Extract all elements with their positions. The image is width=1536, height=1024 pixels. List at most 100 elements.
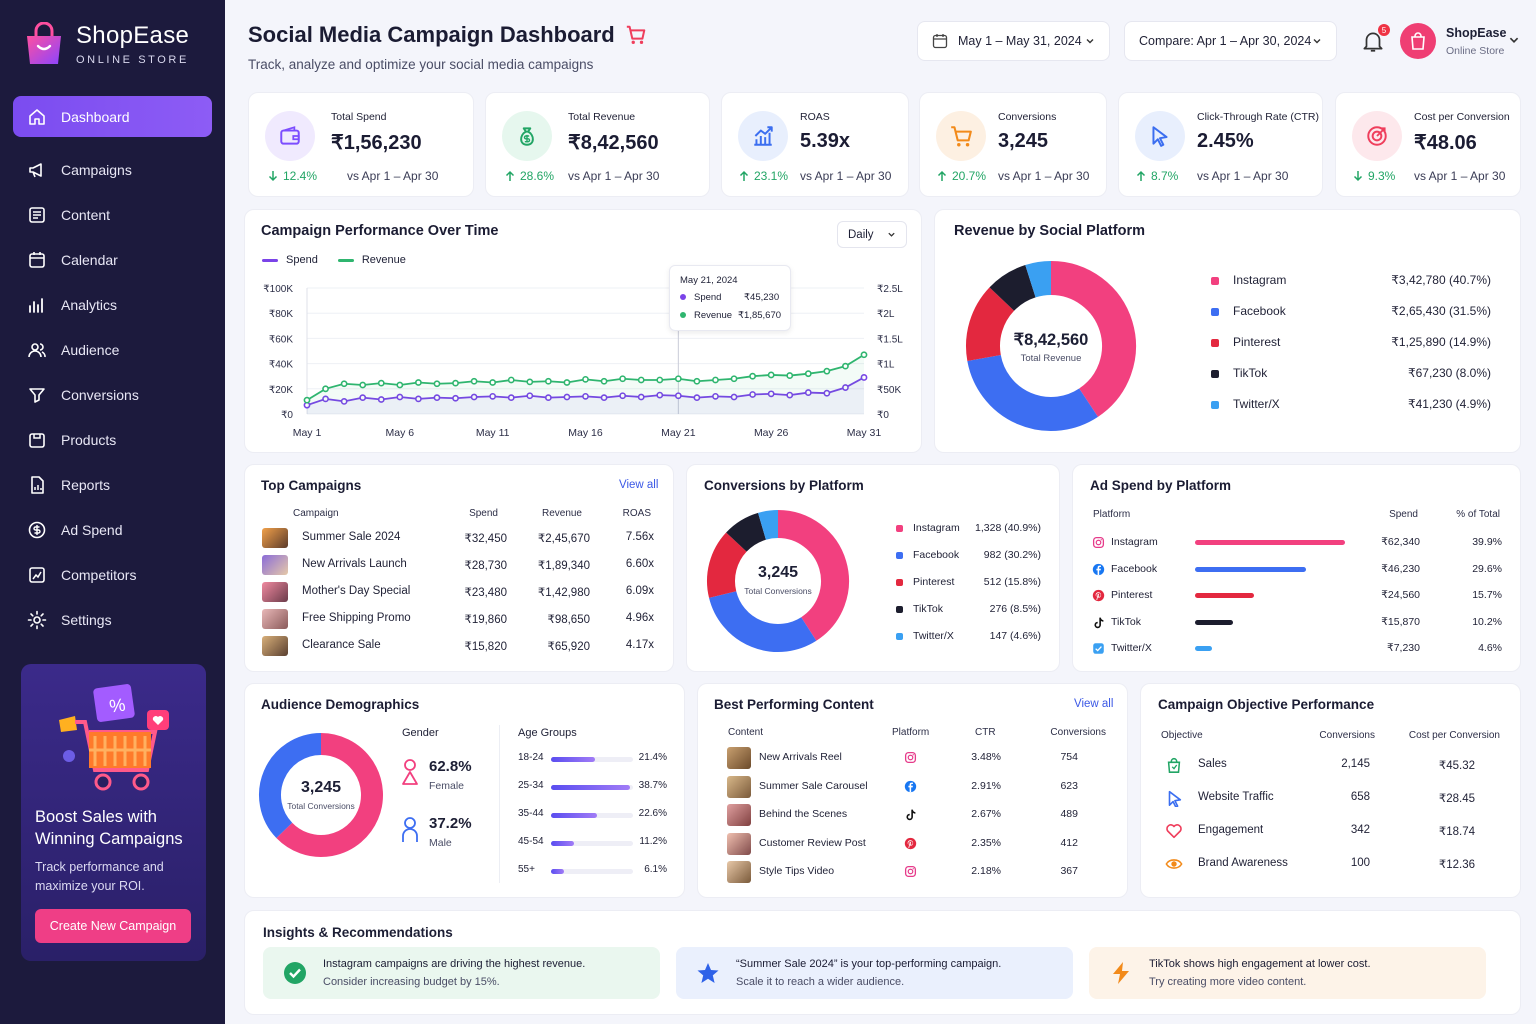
table-row[interactable]: Facebook ₹46,230 29.6% [1073, 561, 1522, 581]
revenue-slice-pinterest[interactable] [966, 287, 1015, 361]
conversions-slice-pinterest[interactable] [707, 532, 748, 598]
gender-slice-female[interactable] [276, 733, 383, 857]
date-range-picker[interactable]: May 1 – May 31, 2024 [917, 21, 1110, 61]
spend-point[interactable] [526, 392, 534, 400]
revenue-point[interactable] [804, 370, 812, 378]
revenue-point[interactable] [433, 380, 441, 388]
revenue-point[interactable] [712, 376, 719, 384]
table-row[interactable]: Mother's Day Special ₹23,480 ₹1,42,980 6.09… [245, 581, 675, 605]
kpi-card-total-revenue[interactable]: Total Revenue ₹8,42,560 28.6% vs Apr 1 – Ap… [485, 92, 710, 197]
revenue-point[interactable] [507, 376, 515, 384]
revenue-point[interactable] [322, 385, 329, 393]
spend-point[interactable] [452, 394, 459, 402]
spend-point[interactable] [377, 396, 385, 403]
revenue-slice-facebook[interactable] [967, 354, 1098, 431]
table-row[interactable]: Brand Awareness 100 ₹12.36 [1141, 853, 1522, 877]
revenue-point[interactable] [452, 379, 459, 387]
sidebar-item-conversions[interactable]: Conversions [13, 374, 212, 415]
spend-point[interactable] [544, 394, 552, 402]
revenue-point[interactable] [637, 376, 645, 384]
gender-donut-chart[interactable] [258, 732, 384, 858]
spend-point[interactable] [489, 392, 497, 400]
table-row[interactable]: Instagram ₹62,340 39.9% [1073, 534, 1522, 554]
spend-point[interactable] [600, 394, 608, 402]
spend-point[interactable] [693, 394, 701, 402]
spend-point[interactable] [860, 374, 868, 381]
avatar[interactable] [1400, 23, 1436, 59]
spend-point[interactable] [712, 392, 719, 400]
spend-point[interactable] [507, 394, 515, 402]
brand-logo[interactable]: ShopEase ONLINE STORE [24, 22, 189, 66]
sidebar-item-calendar[interactable]: Calendar [13, 239, 212, 280]
gender-slice-male[interactable] [259, 733, 322, 838]
revenue-slice-instagram[interactable] [1050, 261, 1136, 417]
create-campaign-button[interactable]: Create New Campaign [35, 909, 191, 943]
table-row[interactable]: Twitter/X ₹7,230 4.6% [1073, 640, 1522, 660]
table-row[interactable]: Pinterest ₹24,560 15.7% [1073, 587, 1522, 607]
table-row[interactable]: Summer Sale 2024 ₹32,450 ₹2,45,670 7.56x [245, 527, 675, 551]
top-campaigns-view-all[interactable]: View all [619, 479, 659, 491]
conversions-slice-tiktok[interactable] [726, 512, 767, 553]
spend-point[interactable] [340, 397, 348, 405]
table-row[interactable]: Engagement 342 ₹18.74 [1141, 820, 1522, 844]
spend-point[interactable] [637, 393, 645, 401]
revenue-point[interactable] [860, 351, 868, 359]
spend-point[interactable] [749, 391, 756, 398]
table-row[interactable]: Behind the Scenes 2.67% 489 [698, 803, 1129, 827]
revenue-point[interactable] [414, 379, 422, 386]
best-content-view-all[interactable]: View all [1074, 698, 1114, 710]
kpi-card-roas[interactable]: ROAS 5.39x 23.1% vs Apr 1 – Apr 30 [721, 92, 909, 197]
period-select[interactable]: Daily [837, 221, 907, 248]
kpi-card-conversions[interactable]: Conversions 3,245 20.7% vs Apr 1 – Apr 30 [919, 92, 1107, 197]
table-row[interactable]: New Arrivals Launch ₹28,730 ₹1,89,340 6.60x [245, 554, 675, 578]
conversions-donut-chart[interactable] [706, 509, 850, 653]
table-row[interactable]: Free Shipping Promo ₹19,860 ₹98,650 4.96x [245, 608, 675, 632]
revenue-point[interactable] [693, 377, 701, 385]
revenue-point[interactable] [340, 380, 348, 388]
revenue-point[interactable] [674, 375, 682, 383]
revenue-point[interactable] [303, 396, 311, 404]
revenue-point[interactable] [749, 372, 756, 380]
spend-point[interactable] [767, 390, 775, 398]
spend-point[interactable] [396, 393, 404, 401]
spend-point[interactable] [619, 392, 627, 400]
spend-point[interactable] [322, 395, 329, 403]
spend-point[interactable] [823, 389, 831, 397]
spend-point[interactable] [730, 393, 738, 401]
sidebar-item-campaigns[interactable]: Campaigns [13, 149, 212, 190]
insight-card[interactable]: Instagram campaigns are driving the high… [263, 947, 660, 999]
spend-point[interactable] [786, 391, 794, 399]
insight-card[interactable]: TikTok shows high engagement at lower co… [1089, 947, 1486, 999]
sidebar-item-dashboard[interactable]: Dashboard [13, 96, 212, 137]
spend-point[interactable] [674, 392, 682, 400]
insight-card[interactable]: “Summer Sale 2024” is your top-performin… [676, 947, 1073, 999]
revenue-point[interactable] [786, 372, 794, 379]
kpi-card-click-through-rate-ctr[interactable]: Click-Through Rate (CTR) 2.45% 8.7% vs Apr … [1118, 92, 1323, 197]
spend-point[interactable] [433, 394, 441, 402]
table-row[interactable]: Website Traffic 658 ₹28.45 [1141, 787, 1522, 811]
table-row[interactable]: Customer Review Post 2.35% 412 [698, 832, 1129, 856]
table-row[interactable]: Clearance Sale ₹15,820 ₹65,920 4.17x [245, 635, 675, 659]
conversions-slice-facebook[interactable] [709, 590, 817, 652]
spend-point[interactable] [804, 389, 812, 396]
sidebar-item-ad-spend[interactable]: Ad Spend [13, 509, 212, 550]
spend-point[interactable] [414, 395, 422, 403]
table-row[interactable]: New Arrivals Reel 3.48% 754 [698, 746, 1129, 770]
kpi-card-total-spend[interactable]: Total Spend ₹1,56,230 12.4% vs Apr 1 – Apr … [248, 92, 474, 197]
sidebar-item-audience[interactable]: Audience [13, 329, 212, 370]
revenue-point[interactable] [656, 376, 664, 384]
revenue-point[interactable] [842, 362, 849, 370]
revenue-slice-twitter-x[interactable] [1025, 261, 1052, 298]
sidebar-item-settings[interactable]: Settings [13, 599, 212, 640]
revenue-point[interactable] [767, 371, 775, 379]
revenue-point[interactable] [489, 379, 497, 386]
sidebar-item-competitors[interactable]: Competitors [13, 554, 212, 595]
revenue-slice-tiktok[interactable] [989, 264, 1037, 312]
chevron-down-icon[interactable] [1508, 34, 1520, 46]
revenue-point[interactable] [600, 377, 608, 385]
revenue-donut-chart[interactable] [965, 260, 1137, 432]
spend-point[interactable] [656, 391, 664, 399]
spend-point[interactable] [842, 384, 849, 391]
table-row[interactable]: TikTok ₹15,870 10.2% [1073, 614, 1522, 634]
table-row[interactable]: Sales 2,145 ₹45.32 [1141, 754, 1522, 778]
